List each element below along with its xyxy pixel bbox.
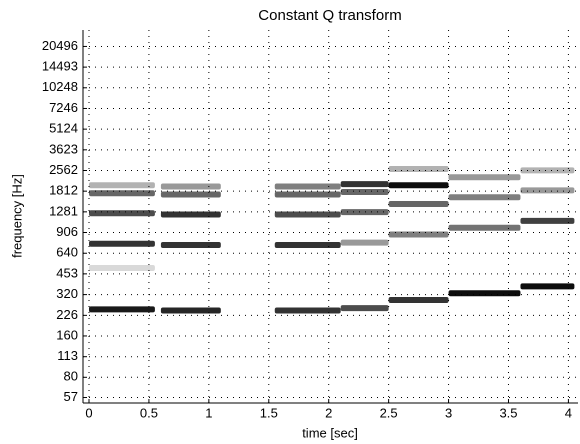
spectral-band — [520, 167, 575, 174]
x-tick-label: 2 — [325, 405, 332, 420]
spectral-band — [388, 297, 449, 304]
spectral-band — [448, 290, 521, 297]
spectral-band — [88, 182, 155, 189]
y-tick-label: 5124 — [49, 121, 78, 136]
x-tick-label: 3.5 — [499, 405, 517, 420]
y-axis-label: frequency [Hz] — [9, 174, 24, 258]
spectral-band — [88, 264, 155, 271]
x-tick-label: 0.5 — [140, 405, 158, 420]
spectral-band — [160, 191, 221, 198]
y-tick-label: 906 — [56, 224, 78, 239]
spectral-band — [88, 240, 155, 247]
spectral-band — [448, 194, 521, 201]
y-tick-label: 14493 — [42, 59, 78, 74]
spectral-band — [160, 241, 221, 248]
spectral-band — [88, 210, 155, 217]
y-tick-label: 226 — [56, 307, 78, 322]
y-tick-label: 10248 — [42, 79, 78, 94]
spectral-band — [274, 241, 341, 248]
spectral-band — [388, 165, 449, 172]
x-tick-label: 1.5 — [260, 405, 278, 420]
spectral-band — [88, 306, 155, 313]
y-tick-label: 1812 — [49, 183, 78, 198]
spectral-band — [274, 183, 341, 190]
y-tick-label: 113 — [57, 348, 78, 363]
y-tick-label: 1281 — [49, 203, 78, 218]
y-tick-label: 453 — [56, 265, 78, 280]
spectral-band — [160, 211, 221, 218]
y-tick-label: 2562 — [49, 162, 78, 177]
spectral-band — [160, 183, 221, 190]
x-tick-label: 4 — [565, 405, 572, 420]
spectral-band — [340, 181, 389, 188]
y-tick-label: 7246 — [49, 100, 78, 115]
y-tick-label: 160 — [56, 327, 78, 342]
spectral-band — [448, 174, 521, 181]
spectral-band — [520, 283, 575, 290]
chart-title: Constant Q transform — [258, 7, 401, 24]
spectral-band — [520, 217, 575, 224]
spectral-band — [388, 201, 449, 208]
x-axis-label: time [sec] — [302, 425, 358, 440]
y-tick-label: 640 — [56, 245, 78, 260]
x-tick-label: 3 — [445, 405, 452, 420]
spectral-band — [274, 211, 341, 218]
spectral-band — [448, 224, 521, 231]
x-tick-label: 0 — [85, 405, 92, 420]
spectral-band — [88, 190, 155, 197]
spectral-band — [520, 187, 575, 194]
x-tick-label: 2.5 — [380, 405, 398, 420]
spectral-band — [340, 305, 389, 312]
spectral-band — [340, 189, 389, 196]
spectral-band — [388, 231, 449, 238]
spectral-band — [388, 182, 449, 189]
y-tick-label: 80 — [64, 369, 78, 384]
y-tick-label: 20496 — [42, 38, 78, 53]
spectral-band — [340, 239, 389, 246]
spectral-band — [340, 209, 389, 216]
spectral-band — [274, 191, 341, 198]
x-tick-label: 1 — [205, 405, 212, 420]
y-tick-label: 57 — [64, 389, 78, 404]
y-tick-label: 320 — [56, 286, 78, 301]
spectral-band — [160, 307, 221, 314]
spectral-band — [274, 307, 341, 314]
y-tick-label: 3623 — [49, 141, 78, 156]
